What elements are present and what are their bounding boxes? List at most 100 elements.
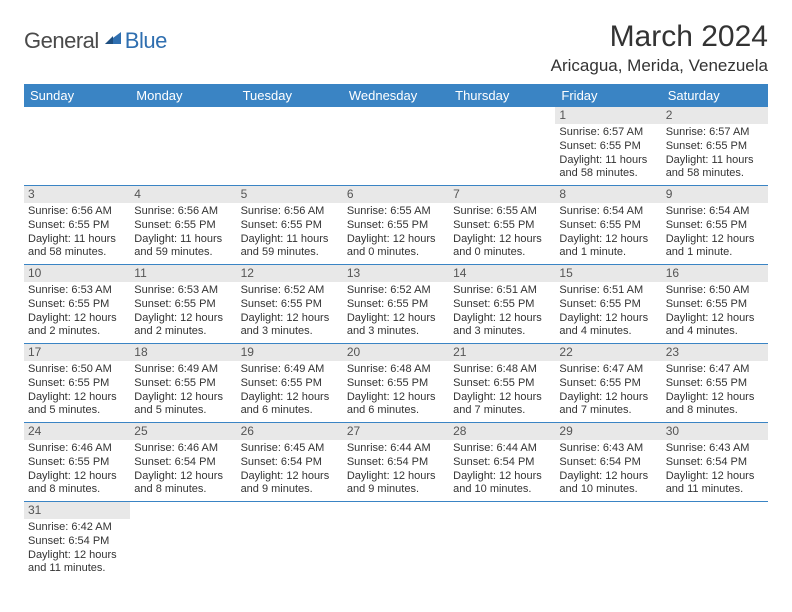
header: General Blue March 2024 Aricagua, Merida… [24, 20, 768, 76]
day-number: 13 [343, 265, 449, 282]
daylight-line: Daylight: 11 hours and 58 minutes. [666, 154, 764, 182]
daylight-line: Daylight: 11 hours and 59 minutes. [134, 233, 232, 261]
day-number: 24 [24, 423, 130, 440]
calendar-cell: 15Sunrise: 6:51 AMSunset: 6:55 PMDayligh… [555, 265, 661, 344]
day-body: Sunrise: 6:53 AMSunset: 6:55 PMDaylight:… [130, 282, 236, 343]
daylight-line: Daylight: 12 hours and 4 minutes. [666, 312, 764, 340]
day-body: Sunrise: 6:48 AMSunset: 6:55 PMDaylight:… [449, 361, 555, 422]
sunrise-line: Sunrise: 6:45 AM [241, 442, 339, 456]
sunset-line: Sunset: 6:55 PM [347, 219, 445, 233]
sunset-line: Sunset: 6:55 PM [28, 377, 126, 391]
sunrise-line: Sunrise: 6:50 AM [28, 363, 126, 377]
daylight-line: Daylight: 12 hours and 2 minutes. [28, 312, 126, 340]
daylight-line: Daylight: 12 hours and 8 minutes. [666, 391, 764, 419]
logo-word-2: Blue [125, 28, 167, 54]
daylight-line: Daylight: 12 hours and 6 minutes. [241, 391, 339, 419]
calendar-cell: 24 Sunrise: 6:46 AMSunset: 6:55 PMDayligh… [24, 423, 130, 502]
day-body: Sunrise: 6:42 AMSunset: 6:54 PMDaylight:… [24, 519, 130, 580]
calendar-cell: 4Sunrise: 6:56 AMSunset: 6:55 PMDaylight… [130, 186, 236, 265]
daylight-line: Daylight: 12 hours and 3 minutes. [241, 312, 339, 340]
calendar-cell: 9Sunrise: 6:54 AMSunset: 6:55 PMDaylight… [662, 186, 768, 265]
sunset-line: Sunset: 6:55 PM [347, 377, 445, 391]
daylight-line: Daylight: 12 hours and 5 minutes. [28, 391, 126, 419]
sunset-line: Sunset: 6:55 PM [559, 298, 657, 312]
day-body: Sunrise: 6:55 AMSunset: 6:55 PMDaylight:… [449, 203, 555, 264]
sunrise-line: Sunrise: 6:52 AM [347, 284, 445, 298]
day-body: Sunrise: 6:45 AMSunset: 6:54 PMDaylight:… [237, 440, 343, 501]
calendar-cell: 26Sunrise: 6:45 AMSunset: 6:54 PMDayligh… [237, 423, 343, 502]
sunrise-line: Sunrise: 6:53 AM [28, 284, 126, 298]
calendar-table: SundayMondayTuesdayWednesdayThursdayFrid… [24, 84, 768, 580]
day-number: 22 [555, 344, 661, 361]
daylight-line: Daylight: 12 hours and 0 minutes. [347, 233, 445, 261]
daylight-line: Daylight: 12 hours and 9 minutes. [347, 470, 445, 498]
sunset-line: Sunset: 6:55 PM [559, 377, 657, 391]
daylight-line: Daylight: 11 hours and 58 minutes. [559, 154, 657, 182]
calendar-cell [555, 502, 661, 581]
calendar-cell: 11Sunrise: 6:53 AMSunset: 6:55 PMDayligh… [130, 265, 236, 344]
calendar-cell: 21Sunrise: 6:48 AMSunset: 6:55 PMDayligh… [449, 344, 555, 423]
day-number: 25 [130, 423, 236, 440]
sunset-line: Sunset: 6:55 PM [559, 140, 657, 154]
daylight-line: Daylight: 12 hours and 1 minute. [559, 233, 657, 261]
daylight-line: Daylight: 12 hours and 11 minutes. [666, 470, 764, 498]
weekday-header: Wednesday [343, 84, 449, 107]
calendar-cell: 18Sunrise: 6:49 AMSunset: 6:55 PMDayligh… [130, 344, 236, 423]
day-body: Sunrise: 6:56 AMSunset: 6:55 PMDaylight:… [237, 203, 343, 264]
daylight-line: Daylight: 12 hours and 0 minutes. [453, 233, 551, 261]
sunrise-line: Sunrise: 6:48 AM [347, 363, 445, 377]
sunset-line: Sunset: 6:55 PM [666, 140, 764, 154]
day-body: Sunrise: 6:47 AMSunset: 6:55 PMDaylight:… [662, 361, 768, 422]
logo-word-1: General [24, 28, 99, 54]
day-number: 17 [24, 344, 130, 361]
daylight-line: Daylight: 12 hours and 3 minutes. [347, 312, 445, 340]
daylight-line: Daylight: 12 hours and 3 minutes. [453, 312, 551, 340]
day-body: Sunrise: 6:50 AMSunset: 6:55 PMDaylight:… [24, 361, 130, 422]
sunrise-line: Sunrise: 6:56 AM [28, 205, 126, 219]
sunset-line: Sunset: 6:55 PM [28, 456, 126, 470]
daylight-line: Daylight: 11 hours and 59 minutes. [241, 233, 339, 261]
sunset-line: Sunset: 6:55 PM [666, 377, 764, 391]
daylight-line: Daylight: 12 hours and 2 minutes. [134, 312, 232, 340]
daylight-line: Daylight: 12 hours and 6 minutes. [347, 391, 445, 419]
day-body: Sunrise: 6:49 AMSunset: 6:55 PMDaylight:… [130, 361, 236, 422]
sunrise-line: Sunrise: 6:51 AM [453, 284, 551, 298]
sunset-line: Sunset: 6:55 PM [134, 377, 232, 391]
day-body: Sunrise: 6:51 AMSunset: 6:55 PMDaylight:… [555, 282, 661, 343]
location-text: Aricagua, Merida, Venezuela [551, 56, 768, 76]
day-body: Sunrise: 6:44 AMSunset: 6:54 PMDaylight:… [449, 440, 555, 501]
sunrise-line: Sunrise: 6:48 AM [453, 363, 551, 377]
calendar-cell [343, 502, 449, 581]
day-body: Sunrise: 6:48 AMSunset: 6:55 PMDaylight:… [343, 361, 449, 422]
daylight-line: Daylight: 12 hours and 11 minutes. [28, 549, 126, 577]
sunset-line: Sunset: 6:54 PM [134, 456, 232, 470]
day-number: 14 [449, 265, 555, 282]
sunset-line: Sunset: 6:55 PM [241, 298, 339, 312]
day-number: 10 [24, 265, 130, 282]
weekday-header: Friday [555, 84, 661, 107]
sunrise-line: Sunrise: 6:43 AM [559, 442, 657, 456]
day-body: Sunrise: 6:43 AMSunset: 6:54 PMDaylight:… [662, 440, 768, 501]
day-body: Sunrise: 6:54 AMSunset: 6:55 PMDaylight:… [662, 203, 768, 264]
sunset-line: Sunset: 6:55 PM [559, 219, 657, 233]
calendar-cell: 2Sunrise: 6:57 AMSunset: 6:55 PMDaylight… [662, 107, 768, 186]
calendar-cell: 1Sunrise: 6:57 AMSunset: 6:55 PMDaylight… [555, 107, 661, 186]
weekday-header: Thursday [449, 84, 555, 107]
calendar-cell [449, 107, 555, 186]
weekday-header: Saturday [662, 84, 768, 107]
calendar-cell [24, 107, 130, 186]
sunrise-line: Sunrise: 6:42 AM [28, 521, 126, 535]
month-title: March 2024 [551, 20, 768, 54]
calendar-cell: 27Sunrise: 6:44 AMSunset: 6:54 PMDayligh… [343, 423, 449, 502]
daylight-line: Daylight: 12 hours and 8 minutes. [28, 470, 126, 498]
sunrise-line: Sunrise: 6:46 AM [28, 442, 126, 456]
calendar-cell [662, 502, 768, 581]
day-number: 2 [662, 107, 768, 124]
weekday-header: Monday [130, 84, 236, 107]
daylight-line: Daylight: 12 hours and 9 minutes. [241, 470, 339, 498]
sunrise-line: Sunrise: 6:44 AM [453, 442, 551, 456]
sunset-line: Sunset: 6:54 PM [347, 456, 445, 470]
sunset-line: Sunset: 6:55 PM [134, 219, 232, 233]
day-number: 15 [555, 265, 661, 282]
day-number: 20 [343, 344, 449, 361]
